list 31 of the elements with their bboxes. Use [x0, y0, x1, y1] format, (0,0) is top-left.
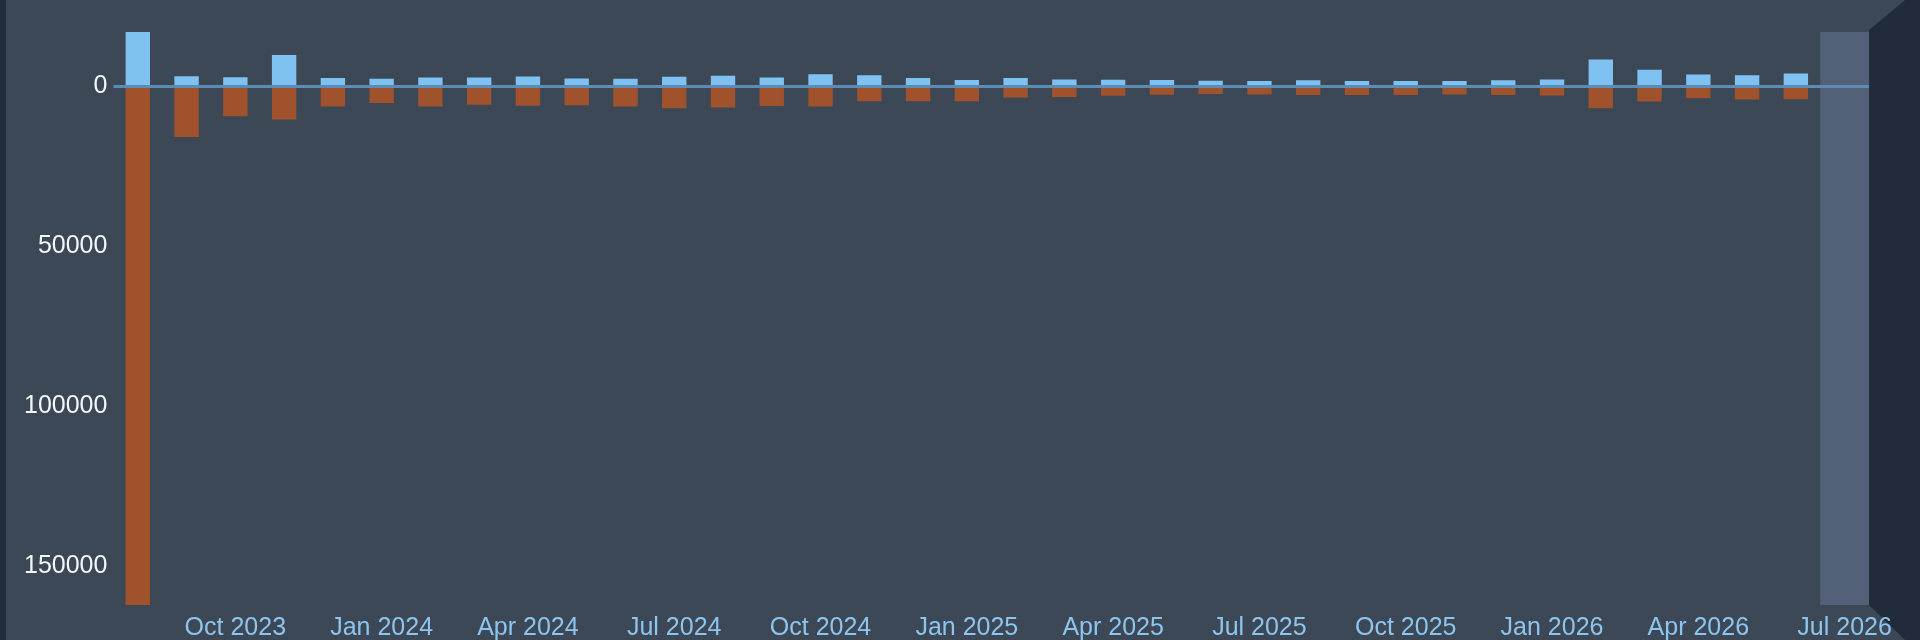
x-tick-label: Jan 2024 [330, 611, 434, 640]
bar [808, 86, 833, 107]
y-tick-label: 100000 [23, 390, 108, 419]
x-tick-label: Oct 2023 [184, 611, 287, 640]
x-tick-label: Apr 2025 [1062, 611, 1164, 640]
bar [271, 55, 297, 87]
bar [710, 86, 736, 108]
bar [223, 86, 248, 117]
x-tick-label: Oct 2025 [1355, 611, 1457, 640]
x-tick-label: Jan 2025 [915, 611, 1019, 640]
y-tick-label: 150000 [23, 550, 108, 579]
bar [1637, 69, 1662, 87]
bar [271, 86, 297, 120]
y-tick-label: 50000 [37, 230, 108, 259]
x-tick-label: Jul 2025 [1212, 611, 1307, 640]
bar [1588, 59, 1613, 87]
bar [1588, 86, 1613, 109]
x-tick-label: Jul 2024 [626, 611, 722, 640]
x-tick-label: Jul 2026 [1797, 611, 1892, 640]
x-tick-label: Jan 2026 [1500, 611, 1604, 640]
bar [125, 86, 150, 605]
bar [662, 86, 687, 109]
bar [418, 86, 443, 107]
bar [613, 86, 638, 107]
y-tick-label: 0 [93, 70, 108, 99]
x-tick-label: Apr 2024 [477, 611, 579, 640]
bar [125, 32, 150, 87]
bar [174, 86, 199, 137]
x-tick-label: Oct 2024 [769, 611, 872, 640]
x-tick-label: Apr 2026 [1647, 611, 1750, 640]
bar [320, 86, 346, 107]
